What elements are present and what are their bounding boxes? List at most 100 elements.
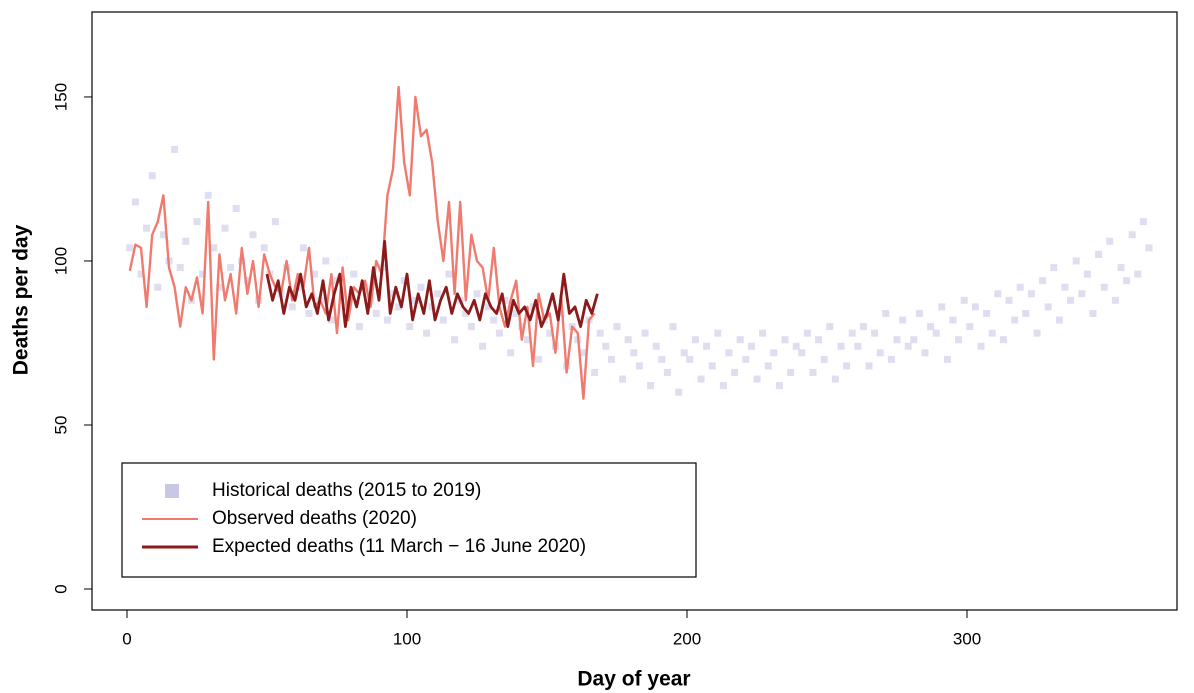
historical-point (630, 349, 638, 357)
historical-point (994, 290, 1002, 298)
historical-point (893, 336, 901, 344)
historical-point (775, 382, 783, 390)
historical-point (826, 323, 834, 331)
x-tick-label: 200 (673, 629, 701, 648)
historical-point (490, 316, 498, 324)
historical-point (462, 309, 470, 317)
historical-point (809, 369, 817, 377)
historical-point (753, 375, 761, 383)
historical-point (798, 349, 806, 357)
historical-point (434, 290, 442, 298)
historical-point (787, 369, 795, 377)
historical-point (288, 303, 296, 311)
historical-point (159, 231, 167, 239)
historical-point (361, 283, 369, 291)
historical-point (871, 329, 879, 337)
historical-point (305, 309, 313, 317)
x-tick-label: 100 (393, 629, 421, 648)
series-line (265, 239, 599, 328)
legend-label: Expected deaths (11 March − 16 June 2020… (212, 536, 586, 557)
historical-point (865, 362, 873, 370)
historical-point (658, 355, 666, 363)
historical-point (910, 336, 918, 344)
historical-point (999, 336, 1007, 344)
historical-point (1050, 264, 1058, 272)
historical-point (512, 309, 520, 317)
historical-point (495, 329, 503, 337)
historical-point (1083, 270, 1091, 278)
historical-point (148, 172, 156, 180)
historical-point (837, 342, 845, 350)
historical-point (1139, 218, 1147, 226)
historical-point (1061, 283, 1069, 291)
historical-point (949, 316, 957, 324)
historical-point (731, 369, 739, 377)
historical-point (697, 375, 705, 383)
historical-point (607, 355, 615, 363)
historical-point (747, 342, 755, 350)
historical-point (1027, 290, 1035, 298)
historical-point (904, 342, 912, 350)
historical-point (792, 342, 800, 350)
y-tick-label: 0 (51, 584, 70, 593)
historical-point (815, 336, 823, 344)
historical-point (439, 316, 447, 324)
historical-point (417, 283, 425, 291)
historical-point (591, 369, 599, 377)
historical-point (619, 375, 627, 383)
historical-point (848, 329, 856, 337)
historical-point (518, 323, 526, 331)
historical-point (725, 349, 733, 357)
historical-point (227, 264, 235, 272)
historical-point (507, 349, 515, 357)
historical-point (143, 224, 151, 232)
historical-point (1078, 290, 1086, 298)
historical-point (983, 309, 991, 317)
historical-point (479, 342, 487, 350)
historical-point (473, 290, 481, 298)
historical-point (395, 303, 403, 311)
historical-point (1072, 257, 1080, 265)
legend-label: Historical deaths (2015 to 2019) (212, 480, 481, 501)
historical-point (915, 309, 923, 317)
historical-point (1055, 316, 1063, 324)
historical-point (311, 270, 319, 278)
historical-point (579, 349, 587, 357)
series-line (128, 85, 596, 400)
historical-point (647, 382, 655, 390)
historical-point (350, 270, 358, 278)
historical-point (451, 336, 459, 344)
historical-point (260, 244, 268, 252)
historical-point (1016, 283, 1024, 291)
historical-point (736, 336, 744, 344)
historical-point (557, 309, 565, 317)
historical-point (467, 323, 475, 331)
historical-point (501, 296, 509, 304)
historical-point (843, 362, 851, 370)
historical-point (719, 382, 727, 390)
historical-point (882, 309, 890, 317)
historical-point (977, 342, 985, 350)
historical-point (355, 323, 363, 331)
historical-point (322, 257, 330, 265)
historical-point (1106, 237, 1114, 245)
x-tick-label: 300 (953, 629, 981, 648)
historical-point (703, 342, 711, 350)
historical-point (372, 309, 380, 317)
historical-point (831, 375, 839, 383)
historical-point (927, 323, 935, 331)
historical-point (960, 296, 968, 304)
historical-point (854, 342, 862, 350)
historical-point (971, 303, 979, 311)
historical-point (1100, 283, 1108, 291)
historical-point (675, 388, 683, 396)
historical-point (1033, 329, 1041, 337)
historical-point (1011, 316, 1019, 324)
historical-point (535, 355, 543, 363)
historical-point (820, 355, 828, 363)
historical-point (932, 329, 940, 337)
historical-point (602, 342, 610, 350)
historical-point (271, 218, 279, 226)
historical-point (1117, 264, 1125, 272)
